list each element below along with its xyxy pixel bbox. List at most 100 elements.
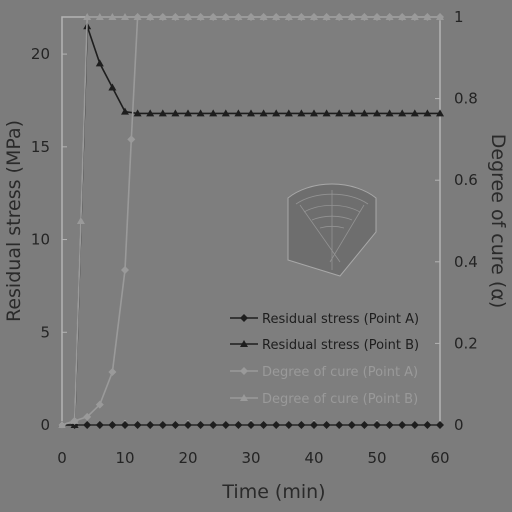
x-tick-label-5: 50 — [367, 449, 386, 467]
x-tick-label-6: 60 — [430, 449, 449, 467]
legend-label-3: Degree of cure (Point B) — [262, 392, 418, 407]
series-3-point-21 — [310, 13, 318, 20]
series-0-point-8 — [158, 421, 167, 429]
y2-tick-label-2: 0.4 — [454, 253, 478, 271]
series-1-point-24 — [360, 109, 369, 117]
series-1-point-12 — [209, 109, 218, 117]
legend-item-3: Degree of cure (Point B) — [230, 392, 418, 407]
series-3-point-29 — [410, 13, 419, 20]
y-tick-label-0: 0 — [40, 416, 50, 434]
series-3-point-19 — [284, 13, 293, 20]
series-1-point-28 — [410, 109, 419, 117]
series-3-point-28 — [398, 13, 407, 20]
series-2-point-3 — [95, 400, 104, 409]
series-1-point-15 — [247, 109, 255, 117]
y-tick-label-3: 15 — [31, 138, 50, 156]
x-tick-label-4: 40 — [304, 449, 323, 467]
x-tick-label-1: 10 — [115, 449, 134, 467]
series-1-point-13 — [221, 109, 230, 117]
series-1-point-27 — [398, 109, 407, 117]
series-1-point-18 — [284, 109, 293, 117]
series-0-point-20 — [310, 421, 318, 429]
series-3-point-26 — [373, 13, 381, 20]
series-3-point-20 — [297, 13, 306, 20]
series-3-point-24 — [347, 13, 356, 20]
series-1-point-16 — [259, 109, 268, 117]
series-3-point-3 — [83, 13, 92, 20]
series-3-point-8 — [146, 13, 155, 20]
legend-item-0: Residual stress (Point A) — [230, 312, 419, 327]
series-3-point-17 — [259, 13, 268, 20]
series-3-point-27 — [385, 13, 394, 20]
series-0-point-9 — [171, 421, 180, 429]
y2-tick-label-1: 0.2 — [454, 334, 478, 352]
series-3-point-13 — [209, 13, 218, 20]
series-0-point-26 — [385, 421, 394, 429]
series-1-point-30 — [436, 109, 444, 117]
inset-model-image — [287, 183, 377, 277]
series-3-point-25 — [360, 13, 369, 20]
series-0-point-13 — [221, 421, 230, 429]
legend-label-1: Residual stress (Point B) — [262, 338, 419, 353]
legend-label-0: Residual stress (Point A) — [262, 312, 419, 327]
y-tick-label-2: 10 — [31, 231, 50, 249]
series-1-point-22 — [335, 109, 344, 117]
series-1-point-3 — [95, 59, 104, 67]
series-0-point-16 — [259, 421, 268, 429]
series-1-point-21 — [322, 109, 331, 117]
plot-area — [61, 16, 441, 426]
series-0-point-7 — [146, 421, 155, 429]
series-3-point-4 — [95, 13, 104, 20]
y2-tick-label-0: 0 — [454, 416, 464, 434]
series-0-point-15 — [247, 421, 255, 429]
series-0-point-3 — [95, 421, 104, 429]
series-3-point-9 — [158, 13, 167, 20]
series-0-point-22 — [335, 421, 344, 429]
series-2-point-5 — [121, 265, 129, 274]
series-0-point-30 — [436, 421, 444, 429]
series-1-point-5 — [121, 107, 129, 115]
series-3-point-22 — [322, 13, 331, 20]
series-3-point-14 — [221, 13, 230, 20]
series-1-point-20 — [310, 109, 318, 117]
series-3-point-23 — [335, 13, 344, 20]
series-3-point-31 — [436, 13, 444, 20]
y2-tick-label-4: 0.8 — [454, 90, 478, 108]
series-0-point-6 — [133, 421, 142, 429]
x-axis-title: Time (min) — [221, 481, 325, 503]
series-1-point-25 — [373, 109, 381, 117]
series-3-point-18 — [272, 13, 281, 20]
x-tick-label-2: 20 — [178, 449, 197, 467]
series-0-point-10 — [184, 421, 192, 429]
series-1-point-14 — [234, 109, 243, 117]
series-3-point-11 — [184, 13, 192, 20]
series-3-point-1 — [70, 416, 79, 424]
series-0-point-28 — [410, 421, 419, 429]
x-tick-label-3: 30 — [241, 449, 260, 467]
series-0-point-4 — [108, 421, 117, 429]
series-1-point-26 — [385, 109, 394, 117]
series-0-point-19 — [297, 421, 306, 429]
series-1-point-7 — [146, 109, 155, 117]
series-2-point-2 — [83, 412, 92, 421]
series-layer — [58, 13, 444, 429]
series-0-point-2 — [83, 421, 92, 429]
series-3-point-12 — [196, 13, 205, 20]
y-tick-label-1: 5 — [40, 323, 50, 341]
series-1-point-29 — [423, 109, 432, 117]
series-0-point-24 — [360, 421, 369, 429]
series-2-point-4 — [108, 367, 117, 376]
series-0-point-14 — [234, 421, 243, 429]
series-3-point-2 — [76, 217, 85, 224]
series-0-point-29 — [423, 421, 432, 429]
series-3-point-16 — [247, 13, 255, 20]
series-1-point-4 — [108, 83, 117, 91]
series-0-point-18 — [284, 421, 293, 429]
series-3-point-10 — [171, 13, 180, 20]
series-0-point-25 — [373, 421, 381, 429]
series-0-point-5 — [121, 421, 129, 429]
series-3-point-6 — [121, 13, 129, 20]
x-tick-label-0: 0 — [57, 449, 67, 467]
series-2-point-6 — [127, 135, 136, 144]
